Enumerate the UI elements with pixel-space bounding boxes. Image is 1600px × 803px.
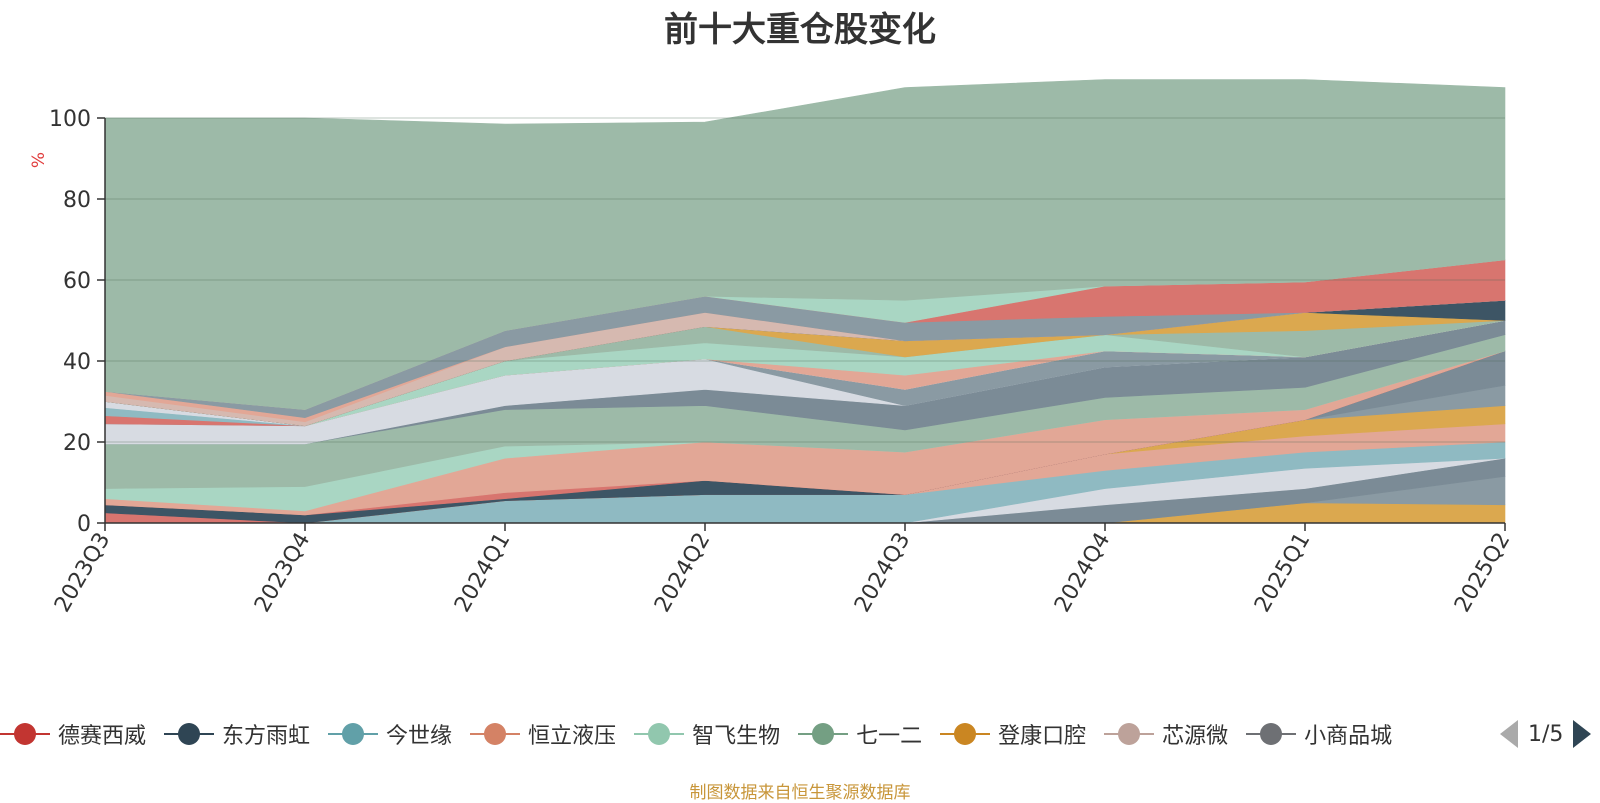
chart-area: 0 20 40 60 80 100 2023Q3 2023Q4 2024Q1 2024Q2 2024… [29, 79, 1515, 617]
y-tick-label: 80 [63, 188, 91, 213]
legend-page-indicator: 1/5 [1528, 721, 1564, 747]
legend-item[interactable]: 芯源微 [1104, 714, 1228, 754]
y-tick-label: 0 [77, 512, 91, 537]
x-tick-label: 2023Q4 [250, 529, 315, 617]
x-tick-label: 2025Q2 [1450, 529, 1515, 617]
legend-item[interactable]: 东方雨虹 [164, 714, 310, 754]
legend-marker-icon [1246, 723, 1297, 745]
legend-item[interactable]: 智飞生物 [634, 714, 780, 754]
legend-label: 今世缘 [386, 724, 453, 749]
chart-title: 前十大重仓股变化 [664, 10, 936, 50]
y-tick-label: 60 [63, 269, 91, 294]
legend-item[interactable]: 今世缘 [328, 714, 452, 754]
legend-marker-icon [634, 723, 685, 745]
legend-label: 小商品城 [1304, 724, 1393, 749]
legend-pager: 1/5 [1500, 716, 1600, 752]
legend-label: 芯源微 [1162, 724, 1229, 749]
legend-prev-icon[interactable] [1500, 720, 1518, 748]
legend-item[interactable]: 登康口腔 [940, 714, 1086, 754]
legend-label: 东方雨虹 [222, 724, 311, 749]
legend-item[interactable]: 七一二 [798, 714, 922, 754]
y-axis-unit: % [29, 152, 49, 168]
legend-item[interactable]: 恒立液压 [470, 714, 616, 754]
x-tick-label: 2023Q3 [50, 529, 115, 617]
x-tick-label: 2024Q2 [650, 529, 715, 617]
x-tick-label: 2024Q1 [450, 529, 515, 617]
legend-label: 智飞生物 [692, 724, 781, 749]
stacked-areas [104, 79, 1506, 524]
area-series-34 [104, 79, 1506, 410]
legend-label: 德赛西威 [58, 724, 147, 749]
legend-label: 七一二 [856, 724, 923, 749]
legend-next-icon[interactable] [1573, 720, 1592, 748]
legend-item[interactable]: 德赛西威 [0, 714, 146, 754]
x-tick-label: 2024Q3 [850, 529, 915, 617]
legend-item[interactable]: 小商品城 [1246, 714, 1392, 754]
legend-marker-icon [1104, 723, 1155, 745]
y-tick-label: 100 [49, 107, 91, 132]
y-tick-label: 40 [63, 350, 91, 375]
legend-marker-icon [164, 723, 215, 745]
x-tick-label: 2024Q4 [1050, 529, 1115, 617]
x-tick-label: 2025Q1 [1250, 529, 1315, 617]
legend-marker-icon [940, 723, 991, 745]
legend-marker-icon [328, 723, 379, 745]
legend-marker-icon [798, 723, 849, 745]
source-note: 制图数据来自恒生聚源数据库 [689, 783, 911, 803]
legend-marker-icon [470, 723, 521, 745]
legend-label: 登康口腔 [998, 724, 1087, 749]
legend-marker-icon [0, 723, 50, 745]
legend: 德赛西威 东方雨虹 今世缘 恒立液压 智飞生物 七一二 登康口腔 芯源微 小商品城 [0, 714, 1480, 754]
legend-label: 恒立液压 [528, 724, 617, 749]
y-tick-label: 20 [63, 431, 91, 456]
